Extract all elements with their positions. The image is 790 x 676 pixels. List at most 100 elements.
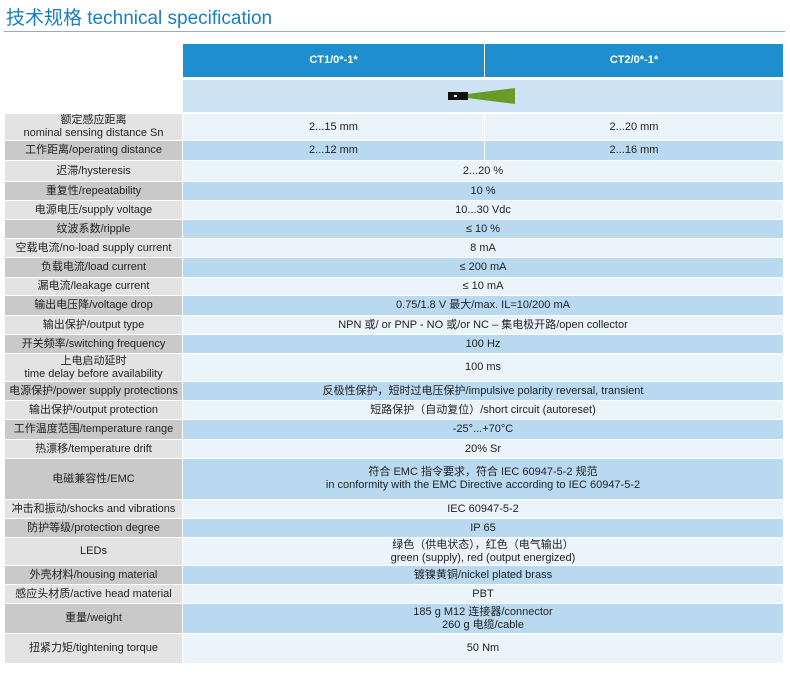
text-line: ≤ 200 mA [459,261,507,273]
text-line: 100 ms [464,361,502,373]
text-line: 100 Hz [465,337,501,350]
text-line: 输出保护/output protection [28,403,158,416]
row-label: 漏电流/leakage current [5,278,182,295]
text-line: time delay before availability [24,367,163,380]
text-line: 工作距离/operating distance [25,144,162,156]
row-value: 100 Hz [183,335,783,353]
row-label: 负载电流/load current [5,258,182,277]
text-line: in conformity with the EMC Directive acc… [325,479,641,491]
text-line: 2...16 mm [609,144,659,156]
text-line: ≤ 10 % [465,222,501,235]
row-label: 输出电压降/voltage drop [5,296,182,315]
column-header: CT2/0*-1* [485,44,783,77]
row-value: IP 65 [183,519,783,537]
text-line: 外壳材料/housing material [29,568,158,581]
text-line: 感应头材质/active head material [15,587,172,600]
row-value: 反极性保护，短时过电压保护/impulsive polarity reversa… [183,382,783,400]
row-label: 空载电流/no-load supply current [5,239,182,257]
text-line: 符合 EMC 指令要求，符合 IEC 60947-5-2 规范 [368,466,598,478]
row-label: 电源电压/supply voltage [5,201,182,219]
text-line: LEDs [80,545,107,557]
row-label: 冲击和振动/shocks and vibrations [5,500,182,518]
text-line: 电磁兼容性/EMC [52,472,135,485]
row-value: 镀镍黄铜/nickel plated brass [183,566,783,584]
text-line: 输出保护/output type [42,318,145,331]
text-line: 10 % [470,184,496,197]
text-line: 热漂移/temperature drift [35,442,152,455]
text-line: 工作温度范围/temperature range [13,423,174,435]
text-line: IP 65 [470,521,496,534]
row-value: 2...16 mm [485,141,783,160]
title: 技术规格 technical specification [6,8,273,29]
row-label: 外壳材料/housing material [5,566,182,584]
row-label: 额定感应距离 nominal sensing distance Sn [5,114,182,140]
text-line: 纹波系数/ripple [56,222,131,235]
row-value: 短路保护（自动复位）/short circuit (autoreset) [183,401,783,419]
row-value: 20% Sr [183,440,783,458]
row-value: 2...15 mm [183,114,484,140]
row-value: 0.75/1.8 V 最大/max. IL=10/200 mA [183,296,783,315]
row-value: IEC 60947-5-2 [183,500,783,518]
column-header: CT1/0*-1* [183,44,484,77]
row-label: 重复性/repeatability [5,182,182,200]
text-line: 电源保护/power supply protections [9,384,178,397]
text-line: 冲击和振动/shocks and vibrations [11,502,176,515]
row-label: 扭紧力矩/tightening torque [5,634,182,663]
sensor-icon [448,88,515,104]
row-value: 100 ms [183,354,783,381]
text-line: 50 Nm [466,642,500,654]
row-label: 感应头材质/active head material [5,585,182,603]
row-label: 上电启动延时 time delay before availability [5,354,182,381]
row-value: ≤ 200 mA [183,258,783,277]
text-line: NPN 或/ or PNP - NO 或/or NC – 集电极开路/open … [338,318,628,331]
text-line: ≤ 10 mA [462,280,504,292]
text-line: 迟滞/hysteresis [56,164,131,177]
product-image-row [183,80,783,112]
text-line: 10...30 Vdc [455,203,511,216]
text-line: PBT [472,587,494,600]
row-value: 符合 EMC 指令要求，符合 IEC 60947-5-2 规范 in confor… [183,459,783,499]
row-value: NPN 或/ or PNP - NO 或/or NC – 集电极开路/open … [183,316,783,334]
text-line: 2...20 % [462,164,504,177]
text-line: 185 g M12 连接器/connector [413,605,553,618]
row-value: 2...20 % [183,161,783,181]
text-line: 绿色（供电状态），红色（电气输出） [392,538,574,551]
text-line: 260 g 电缆/cable [442,618,524,631]
row-value: PBT [183,585,783,603]
row-label: 热漂移/temperature drift [5,440,182,458]
title-rule [4,31,785,32]
row-value: -25°...+70°C [183,420,783,439]
text-line: 空载电流/no-load supply current [15,241,172,254]
row-label: 电源保护/power supply protections [5,382,182,400]
text-line: 负载电流/load current [40,261,147,273]
text-line: 反极性保护，短时过电压保护/impulsive polarity reversa… [322,384,644,397]
text-line: 开关频率/switching frequency [21,337,166,350]
text-line: 扭紧力矩/tightening torque [28,642,158,654]
text-line: -25°...+70°C [452,423,514,435]
row-label: 开关频率/switching frequency [5,335,182,353]
text-line: 短路保护（自动复位）/short circuit (autoreset) [370,403,596,416]
row-value: 2...20 mm [485,114,783,140]
text-line: 重量/weight [65,612,122,624]
text-line: 电源电压/supply voltage [34,203,153,216]
row-label: LEDs [5,538,182,565]
text-line: 重复性/repeatability [45,184,142,197]
text-line: 0.75/1.8 V 最大/max. IL=10/200 mA [396,299,570,311]
row-label: 重量/weight [5,604,182,633]
row-value: 2...12 mm [183,141,484,160]
row-value: 10 % [183,182,783,200]
row-label: 防护等级/protection degree [5,519,182,537]
text-line: 2...12 mm [309,144,358,156]
row-value: 8 mA [183,239,783,257]
row-label: 纹波系数/ripple [5,220,182,238]
text-line: 8 mA [470,241,496,254]
text-line: 防护等级/protection degree [27,521,160,534]
text-line: green (supply), red (output energized) [390,551,576,564]
row-value: 50 Nm [183,634,783,663]
text-line: 上电启动延时 [60,354,127,367]
text-line: 镀镍黄铜/nickel plated brass [413,568,553,581]
row-label: 迟滞/hysteresis [5,161,182,181]
row-label: 输出保护/output protection [5,401,182,419]
row-value: 185 g M12 连接器/connector 260 g 电缆/cable [183,604,783,633]
